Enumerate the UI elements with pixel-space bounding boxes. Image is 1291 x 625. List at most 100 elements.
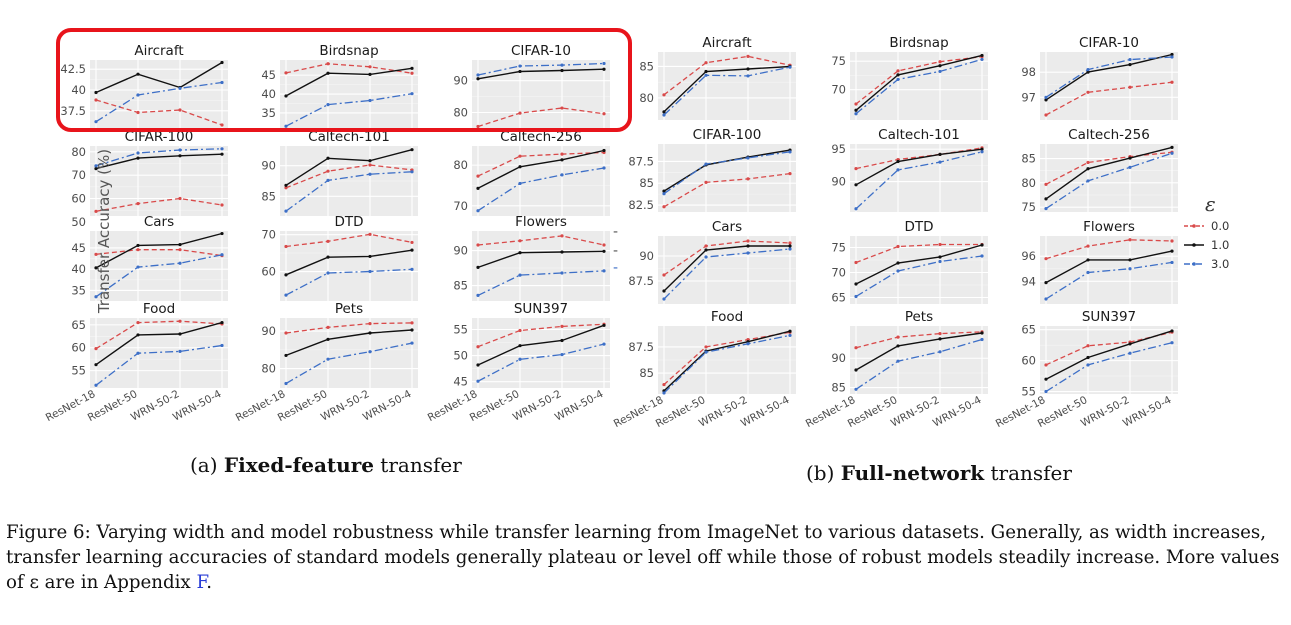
series-eps-0-line xyxy=(95,197,223,212)
series-eps-3-point xyxy=(704,162,708,166)
series-eps-3-line xyxy=(285,268,413,296)
series-eps-0-point xyxy=(1044,363,1048,367)
series-eps-0-point xyxy=(368,65,372,69)
series-eps-3-point xyxy=(938,69,942,74)
y-tick-label: 70 xyxy=(831,266,846,280)
series-eps-0-point xyxy=(560,234,564,238)
series-eps-1-point xyxy=(602,148,606,153)
series-eps-0-point xyxy=(220,123,224,127)
appendix-link[interactable]: F xyxy=(196,572,207,593)
series-eps-3-point xyxy=(476,379,480,383)
subfigure-label-b: (b) Full-network transfer xyxy=(806,461,1072,485)
series-eps-1-point xyxy=(602,249,606,253)
series-eps-1-point xyxy=(938,255,942,259)
series-eps-1-point xyxy=(1170,52,1174,57)
panel-title: Caltech-256 xyxy=(1068,127,1150,143)
series-eps-0-point xyxy=(1128,238,1132,242)
series-eps-3-point xyxy=(178,148,182,152)
series-eps-1-point xyxy=(476,265,480,269)
series-eps-3-point xyxy=(854,294,858,299)
series-eps-0-line xyxy=(95,99,223,126)
series-eps-1-point xyxy=(1128,342,1132,346)
y-tick-label: 85 xyxy=(453,279,468,293)
series-eps-1-line xyxy=(285,67,413,97)
series-eps-3-point xyxy=(1170,55,1174,59)
series-eps-0-point xyxy=(854,102,858,106)
series-eps-3-point xyxy=(326,271,330,275)
series-eps-3-point xyxy=(788,247,792,251)
series-eps-3-point xyxy=(662,113,666,117)
series-eps-1-point xyxy=(1128,258,1132,262)
series-eps-1-line xyxy=(1045,146,1173,200)
series-eps-0-point xyxy=(368,163,372,167)
series-eps-1-point xyxy=(220,60,224,65)
series-eps-1-point xyxy=(476,363,480,367)
panel-birdsnap: 35 40 45 Birdsnap xyxy=(261,43,418,130)
panel-food: 556065FoodResNet-18ResNet-50WRN-50-2WRN-… xyxy=(44,301,228,424)
panel-flowers: 94 96 Flowers xyxy=(1021,219,1178,304)
series-eps-3-point xyxy=(220,147,224,151)
y-tick-label: 87.5 xyxy=(628,154,654,168)
series-eps-1-point xyxy=(94,167,98,171)
panel-title: Birdsnap xyxy=(889,35,948,51)
panel-birdsnap: 70 75 Birdsnap xyxy=(831,35,988,120)
series-eps-3-line xyxy=(855,338,983,390)
series-eps-3-point xyxy=(518,357,522,361)
series-eps-0-point xyxy=(896,69,900,73)
series-eps-0-line xyxy=(285,233,413,248)
legend-item: 0.0 xyxy=(1183,216,1229,235)
series-eps-0-line xyxy=(285,322,413,334)
panel-aircraft: 37.5 40 42.5 Aircraft xyxy=(60,43,228,130)
series-eps-0-line xyxy=(285,63,413,74)
highlight-box xyxy=(56,28,632,132)
series-eps-3-point xyxy=(476,73,480,77)
series-eps-3-point xyxy=(136,151,140,155)
series-eps-3-point xyxy=(746,156,750,160)
series-eps-3-line xyxy=(663,151,791,195)
series-eps-0-line xyxy=(663,55,791,96)
series-eps-0-point xyxy=(560,152,564,156)
series-eps-0-line xyxy=(95,249,223,257)
series-eps-0-point xyxy=(136,110,140,115)
series-eps-0-point xyxy=(94,209,98,213)
series-eps-0-point xyxy=(178,196,182,201)
legend-item: 3.0 xyxy=(1183,254,1229,273)
y-tick-label: 80 xyxy=(261,362,276,376)
y-tick-label: 70 xyxy=(261,228,276,242)
series-eps-3-point xyxy=(284,209,288,213)
series-eps-1-point xyxy=(326,71,330,75)
series-eps-1-point xyxy=(284,273,288,277)
subfigure-rest: transfer xyxy=(984,461,1072,485)
series-eps-3-point xyxy=(1128,165,1132,169)
series-eps-0-line xyxy=(477,151,605,177)
y-tick-label: 87.5 xyxy=(628,274,654,288)
panel-cars: 87.5 90 Cars xyxy=(628,219,796,304)
y-tick-label: 45 xyxy=(453,375,468,389)
panel-dtd: 65 70 75 DTD xyxy=(831,219,988,305)
series-eps-3-point xyxy=(560,173,564,177)
panel-aircraft: 80 85 Aircraft xyxy=(639,35,796,120)
series-eps-1-point xyxy=(518,165,522,169)
panel-title: DTD xyxy=(904,219,933,235)
series-eps-1-point xyxy=(980,243,984,247)
series-eps-0-point xyxy=(220,203,224,207)
series-eps-1-point xyxy=(560,158,564,162)
series-eps-0-point xyxy=(178,108,182,112)
series-eps-0-point xyxy=(284,186,288,190)
series-eps-3-line xyxy=(95,254,223,298)
series-eps-0-line xyxy=(477,235,605,246)
panel-title: Caltech-256 xyxy=(500,129,582,145)
series-eps-1-line xyxy=(477,324,605,366)
series-eps-3-point xyxy=(788,150,792,154)
series-eps-3-line xyxy=(477,270,605,296)
series-eps-1-point xyxy=(410,328,414,332)
panel-background xyxy=(472,146,610,216)
series-eps-1-point xyxy=(602,323,606,327)
series-eps-1-line xyxy=(285,249,413,276)
legend-title: ε xyxy=(1205,192,1216,216)
panel-cifar-10: 97 98 CIFAR-10 xyxy=(1021,35,1178,120)
series-eps-0-point xyxy=(938,242,942,247)
series-eps-3-point xyxy=(854,387,858,391)
series-eps-1-point xyxy=(854,368,858,372)
series-eps-3-point xyxy=(896,359,900,363)
